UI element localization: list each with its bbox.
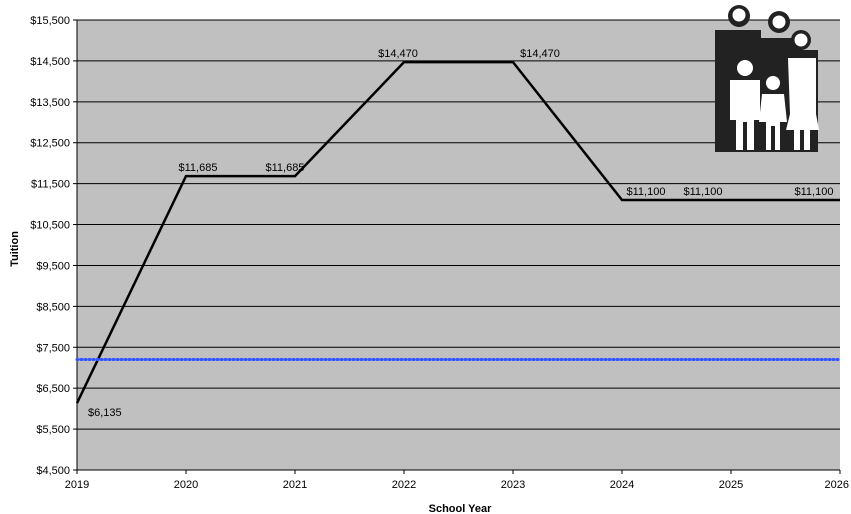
y-tick-label: $10,500	[30, 220, 70, 232]
y-axis-title: Tuition	[9, 231, 21, 267]
y-tick-label: $13,500	[30, 97, 70, 109]
plot-area	[77, 20, 840, 470]
x-tick-label: 2025	[719, 479, 743, 491]
x-tick-label: 2020	[174, 479, 198, 491]
x-tick-label: 2019	[65, 479, 89, 491]
y-tick-label: $8,500	[36, 301, 70, 313]
x-axis-title: School Year	[429, 503, 492, 514]
y-tick-label: $4,500	[36, 465, 70, 477]
data-label: $6,135	[88, 407, 122, 419]
data-label: $14,470	[378, 48, 418, 60]
y-tick-label: $5,500	[36, 424, 70, 436]
x-axis-ticks: 2019 2020 2021 2022 2023 2024 2025 2026	[65, 470, 849, 491]
y-tick-label: $14,500	[30, 56, 70, 68]
x-tick-label: 2026	[825, 479, 849, 491]
data-labels: $6,135 $11,685 $11,685 $14,470 $14,470 $11,10…	[88, 48, 833, 419]
x-tick-label: 2024	[610, 479, 634, 491]
data-label: $11,685	[179, 162, 218, 174]
family-icon	[715, 5, 819, 152]
data-label: $11,100	[684, 186, 723, 198]
x-tick-label: 2023	[501, 479, 525, 491]
y-tick-label: $12,500	[30, 138, 70, 150]
y-tick-label: $11,500	[31, 179, 70, 191]
y-tick-label: $15,500	[30, 15, 70, 27]
data-label: $11,685	[266, 162, 305, 174]
data-label: $11,100	[627, 186, 666, 198]
tuition-line	[75, 60, 840, 404]
y-tick-label: $9,500	[36, 260, 70, 272]
y-axis-ticks: $4,500 $5,500 $6,500 $7,500 $8,500 $9,500 $10,…	[30, 15, 77, 477]
data-label: $14,470	[520, 48, 560, 60]
x-tick-label: 2022	[392, 479, 416, 491]
y-tick-label: $7,500	[36, 342, 70, 354]
y-tick-label: $6,500	[36, 383, 70, 395]
x-tick-label: 2021	[283, 479, 307, 491]
data-label: $11,100	[795, 186, 834, 198]
series-lines	[75, 60, 842, 404]
